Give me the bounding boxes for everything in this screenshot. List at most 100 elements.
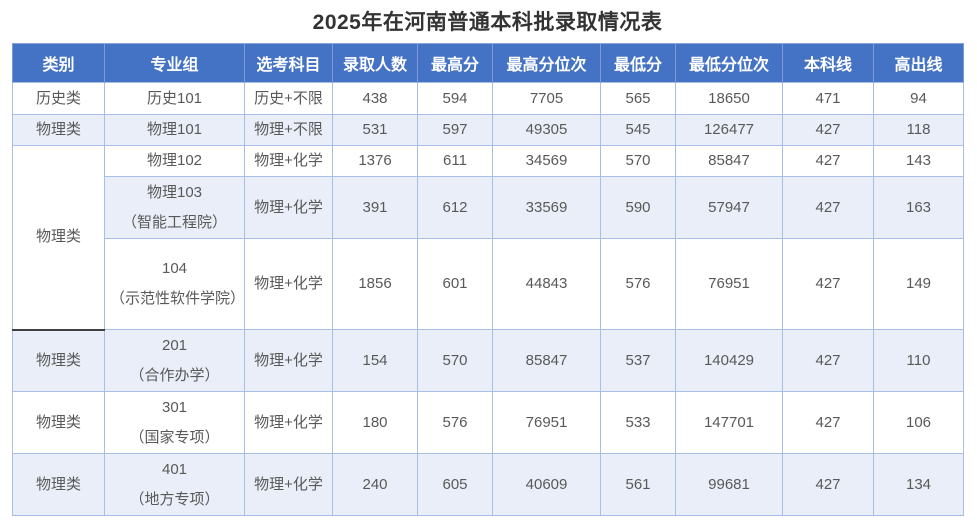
column-header: 类别	[12, 43, 105, 83]
category-cell: 物理类	[12, 391, 105, 454]
value-cell: 545	[600, 114, 676, 146]
subjects-cell: 物理+化学	[244, 329, 333, 392]
value-cell: 601	[417, 238, 493, 330]
major-group-cell: 历史101	[104, 82, 245, 115]
column-header: 最低分	[600, 43, 676, 83]
value-cell: 140429	[675, 329, 783, 392]
subjects-cell: 物理+化学	[244, 453, 333, 516]
value-cell: 163	[873, 176, 964, 239]
category-cell: 历史类	[12, 82, 105, 115]
table-row: 物理类 401 （地方专项） 物理+化学 240 605 40609 561 99681 427…	[12, 453, 964, 516]
value-cell: 537	[600, 329, 676, 392]
value-cell: 427	[782, 238, 874, 330]
value-cell: 471	[782, 82, 874, 115]
admission-table: 类别 专业组 选考科目 录取人数 最高分 最高分位次 最低分 最低分位次 本科线 高出线 历史类历…	[12, 43, 964, 516]
value-cell: 427	[782, 329, 874, 392]
major-group-cell: 物理101	[104, 114, 245, 146]
value-cell: 7705	[492, 82, 601, 115]
value-cell: 49305	[492, 114, 601, 146]
value-cell: 99681	[675, 453, 783, 516]
major-group-cell: 401 （地方专项）	[104, 453, 245, 516]
value-cell: 134	[873, 453, 964, 516]
value-cell: 427	[782, 453, 874, 516]
table-row: 物理类 301 （国家专项） 物理+化学 180 576 76951 533 147701 42…	[12, 391, 964, 454]
major-group-cell: 201 （合作办学）	[104, 329, 245, 392]
category-cell: 物理类	[12, 329, 105, 392]
value-cell: 391	[332, 176, 418, 239]
subjects-cell: 物理+化学	[244, 238, 333, 330]
value-cell: 85847	[675, 145, 783, 177]
major-group-cell: 104 （示范性软件学院）	[104, 238, 245, 330]
table-body: 历史类 历史101 历史+不限 438 594 7705 565 18650 471 94 物理类物…	[12, 82, 964, 516]
subjects-cell: 物理+化学	[244, 145, 333, 177]
value-cell: 40609	[492, 453, 601, 516]
table-row: 物理类 物理102 物理+化学 1376 611 34569 570 85847 427 143	[12, 145, 964, 331]
value-cell: 76951	[492, 391, 601, 454]
value-cell: 118	[873, 114, 964, 146]
value-cell: 106	[873, 391, 964, 454]
value-cell: 531	[332, 114, 418, 146]
column-header: 录取人数	[332, 43, 418, 83]
value-cell: 240	[332, 453, 418, 516]
value-cell: 597	[417, 114, 493, 146]
value-cell: 611	[417, 145, 493, 177]
value-cell: 565	[600, 82, 676, 115]
value-cell: 427	[782, 176, 874, 239]
value-cell: 57947	[675, 176, 783, 239]
category-cell: 物理类	[12, 453, 105, 516]
value-cell: 33569	[492, 176, 601, 239]
header-row: 类别 专业组 选考科目 录取人数 最高分 最高分位次 最低分 最低分位次 本科线 高出线	[12, 43, 964, 83]
column-header: 最高分位次	[492, 43, 601, 83]
value-cell: 34569	[492, 145, 601, 177]
table-row: 物理类 物理101 物理+不限 531 597 49305 545 126477 427 118	[12, 114, 964, 146]
value-cell: 44843	[492, 238, 601, 330]
value-cell: 533	[600, 391, 676, 454]
value-cell: 570	[417, 329, 493, 392]
column-header: 专业组	[104, 43, 245, 83]
value-cell: 85847	[492, 329, 601, 392]
value-cell: 427	[782, 114, 874, 146]
value-cell: 110	[873, 329, 964, 392]
value-cell: 18650	[675, 82, 783, 115]
subjects-cell: 历史+不限	[244, 82, 333, 115]
value-cell: 612	[417, 176, 493, 239]
value-cell: 76951	[675, 238, 783, 330]
value-cell: 94	[873, 82, 964, 115]
column-header: 本科线	[782, 43, 874, 83]
value-cell: 576	[417, 391, 493, 454]
value-cell: 180	[332, 391, 418, 454]
column-header: 最高分	[417, 43, 493, 83]
subjects-cell: 物理+化学	[244, 176, 333, 239]
value-cell: 154	[332, 329, 418, 392]
value-cell: 427	[782, 145, 874, 177]
value-cell: 576	[600, 238, 676, 330]
subjects-cell: 物理+不限	[244, 114, 333, 146]
value-cell: 570	[600, 145, 676, 177]
value-cell: 427	[782, 391, 874, 454]
category-cell: 物理类	[12, 114, 105, 146]
major-group-cell: 物理102	[104, 145, 245, 177]
value-cell: 149	[873, 238, 964, 330]
value-cell: 126477	[675, 114, 783, 146]
value-cell: 590	[600, 176, 676, 239]
value-cell: 1856	[332, 238, 418, 330]
value-cell: 594	[417, 82, 493, 115]
major-group-cell: 301 （国家专项）	[104, 391, 245, 454]
admission-table-page: 2025年在河南普通本科批录取情况表 类别 专业组 选考科目 录取人数 最高分 最高分位次…	[12, 6, 964, 516]
table-row: 物理103 （智能工程院） 物理+化学 391 612 33569 590 57947 427…	[13, 176, 964, 239]
category-cell: 物理类	[12, 145, 105, 331]
column-header: 高出线	[873, 43, 964, 83]
subjects-cell: 物理+化学	[244, 391, 333, 454]
value-cell: 605	[417, 453, 493, 516]
page-title: 2025年在河南普通本科批录取情况表	[312, 11, 663, 34]
column-header: 选考科目	[244, 43, 333, 83]
value-cell: 438	[332, 82, 418, 115]
major-group-cell: 物理103 （智能工程院）	[104, 176, 245, 239]
table-head: 类别 专业组 选考科目 录取人数 最高分 最高分位次 最低分 最低分位次 本科线 高出线	[12, 43, 964, 83]
value-cell: 1376	[332, 145, 418, 177]
table-row: 物理类 201 （合作办学） 物理+化学 154 570 85847 537 140429 42…	[12, 329, 964, 392]
table-row: 104 （示范性软件学院） 物理+化学 1856 601 44843 576 76951 42…	[13, 238, 964, 330]
column-header: 最低分位次	[675, 43, 783, 83]
value-cell: 143	[873, 145, 964, 177]
value-cell: 147701	[675, 391, 783, 454]
